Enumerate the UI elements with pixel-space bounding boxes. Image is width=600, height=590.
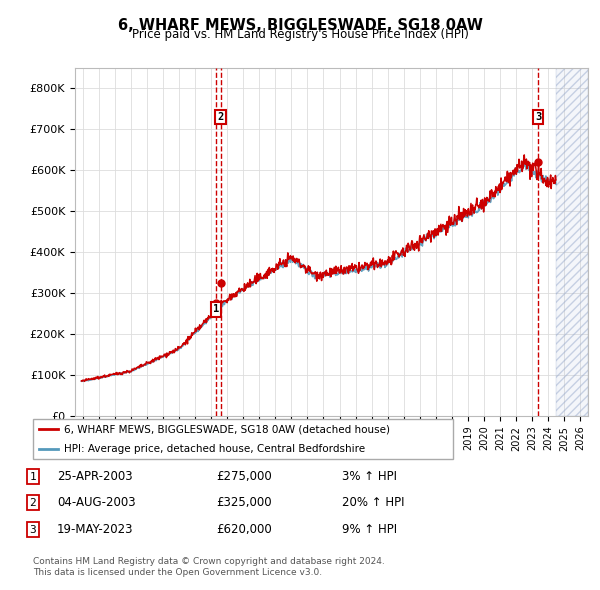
- Text: 04-AUG-2003: 04-AUG-2003: [57, 496, 136, 509]
- Text: 6, WHARF MEWS, BIGGLESWADE, SG18 0AW: 6, WHARF MEWS, BIGGLESWADE, SG18 0AW: [118, 18, 482, 32]
- Text: 19-MAY-2023: 19-MAY-2023: [57, 523, 133, 536]
- Text: 3: 3: [535, 112, 541, 122]
- Text: Contains HM Land Registry data © Crown copyright and database right 2024.: Contains HM Land Registry data © Crown c…: [33, 557, 385, 566]
- Text: HPI: Average price, detached house, Central Bedfordshire: HPI: Average price, detached house, Cent…: [65, 444, 365, 454]
- Bar: [556, 68, 588, 416]
- Text: 6, WHARF MEWS, BIGGLESWADE, SG18 0AW (detached house): 6, WHARF MEWS, BIGGLESWADE, SG18 0AW (de…: [65, 424, 391, 434]
- Text: Price paid vs. HM Land Registry's House Price Index (HPI): Price paid vs. HM Land Registry's House …: [131, 28, 469, 41]
- Text: 2: 2: [29, 498, 37, 507]
- FancyBboxPatch shape: [33, 419, 453, 459]
- Text: 1: 1: [213, 304, 219, 314]
- Text: 1: 1: [29, 472, 37, 481]
- Bar: [556, 68, 588, 416]
- Text: 2: 2: [217, 112, 224, 122]
- Text: £325,000: £325,000: [216, 496, 272, 509]
- Text: 25-APR-2003: 25-APR-2003: [57, 470, 133, 483]
- Text: 9% ↑ HPI: 9% ↑ HPI: [342, 523, 397, 536]
- Text: 20% ↑ HPI: 20% ↑ HPI: [342, 496, 404, 509]
- Text: £620,000: £620,000: [216, 523, 272, 536]
- Text: 3% ↑ HPI: 3% ↑ HPI: [342, 470, 397, 483]
- Text: £275,000: £275,000: [216, 470, 272, 483]
- Text: 3: 3: [29, 525, 37, 535]
- Text: This data is licensed under the Open Government Licence v3.0.: This data is licensed under the Open Gov…: [33, 568, 322, 577]
